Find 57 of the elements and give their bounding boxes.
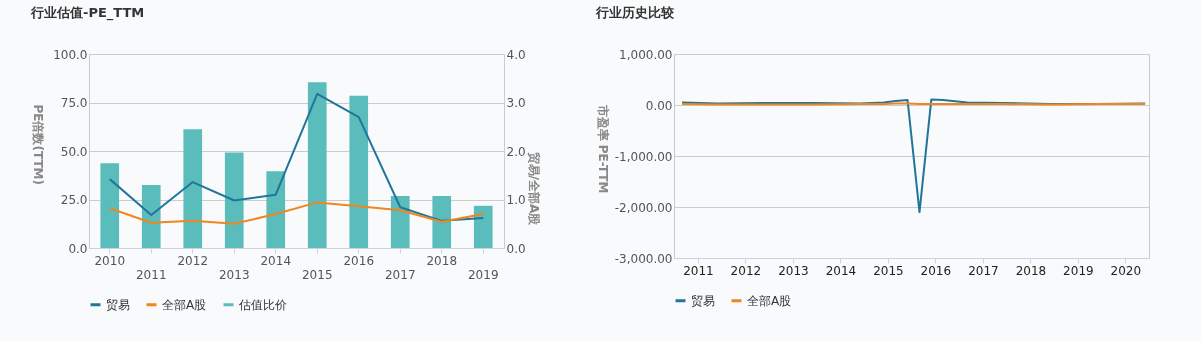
y-tick-label: -2,000.00 [614,200,673,215]
x-tick-label: 2010 [94,253,126,268]
x-tick-label: 2012 [730,263,762,278]
x-tick-label: 2019 [467,267,499,282]
y2-tick-label: 3.0 [506,96,526,110]
y-tick-label: 1,000.00 [619,47,673,62]
line-series [108,201,485,225]
x-tick-label: 2017 [384,267,416,282]
x-tick-label: 2011 [135,267,167,282]
y-axis-title: 市盈率 PE-TTM [595,103,610,194]
y-tick-label: 0.0 [68,241,88,256]
y-tick-label: 75.0 [60,96,88,110]
chart-title: 行业历史比较 [595,5,675,20]
bar [349,95,369,248]
x-tick-label: 2016 [343,253,375,268]
x-tick-label: 2015 [301,267,333,282]
x-tick-label: 2012 [177,253,209,268]
x-tick-label: 2014 [260,253,292,268]
y-tick-label: 0.00 [645,98,673,113]
x-tick-label: 2013 [778,263,809,278]
bar [100,163,120,248]
x-tick-label: 2011 [683,263,714,278]
x-tick-label: 2017 [968,263,999,278]
x-tick-label: 2020 [1110,263,1142,278]
x-tick-label: 2019 [1063,263,1094,278]
y2-tick-label: 2.0 [506,144,526,159]
bar [183,129,203,248]
chart-title: 行业估值-PE_TTM [30,5,145,21]
x-tick-label: 2016 [920,263,952,278]
x-tick-label: 2018 [1015,263,1047,278]
legend-label: 全部A股 [162,297,207,312]
y-tick-label: -1,000.00 [614,149,673,164]
bar [141,184,161,248]
x-tick-label: 2018 [426,253,458,268]
legend-label: 全部A股 [747,293,792,308]
y2-axis-title: 贸易/全部A股 [526,151,541,227]
y-tick-label: 100.0 [53,47,88,62]
x-tick-label: 2015 [873,263,904,278]
bar [473,205,493,248]
bar [432,196,452,248]
y2-tick-label: 4.0 [506,47,526,62]
y-tick-label: 50.0 [60,144,88,159]
x-tick-label: 2013 [218,267,250,282]
legend-label: 贸易 [691,293,715,308]
legend-label: 贸易 [106,297,130,312]
x-tick-label: 2014 [825,263,857,278]
bar [390,196,410,248]
bar [307,82,327,248]
bar [266,171,286,248]
line-series [108,92,485,222]
y-tick-label: -3,000.00 [614,251,673,266]
y2-tick-label: 1.0 [506,193,526,207]
y-tick-label: 25.0 [60,193,88,207]
legend-label: 估值比价 [238,297,287,312]
y2-tick-label: 0.0 [506,241,526,256]
bar [224,152,244,248]
y-axis-title: PE倍数(TTM) [30,104,45,186]
